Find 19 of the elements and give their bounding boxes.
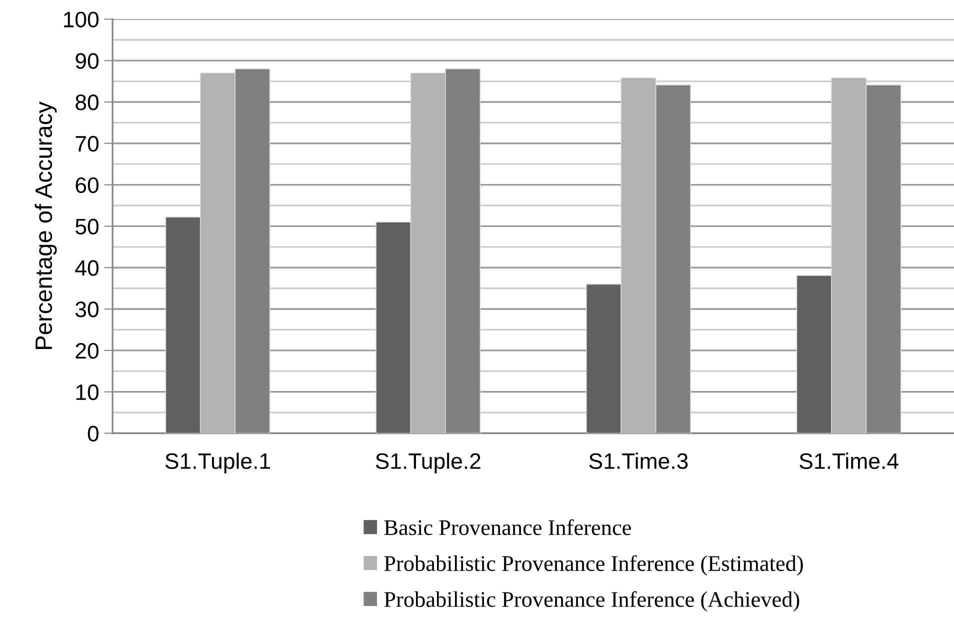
y-tick-label: 20 xyxy=(76,342,99,359)
x-tick-label: S1.Time.4 xyxy=(800,452,898,470)
legend-label: Probabilistic Provenance Inference (Achieved) xyxy=(384,591,800,612)
x-tick-label: S1.Time.3 xyxy=(589,452,688,470)
x-tick-label: S1.Tuple.1 xyxy=(165,452,270,474)
y-tick-label: 40 xyxy=(75,260,99,276)
y-tick-label: 60 xyxy=(76,177,99,194)
x-tick-label: S1.Tuple.2 xyxy=(376,452,480,474)
y-tick-label: 70 xyxy=(76,136,99,152)
y-tick-label: 50 xyxy=(76,218,99,234)
y-tick-label: 10 xyxy=(76,384,99,400)
y-axis-title: Percentage of Accuracy xyxy=(34,102,57,349)
y-tick-label: 90 xyxy=(76,53,99,69)
y-tick-label: 0 xyxy=(88,426,99,442)
legend-label: Basic Provenance Inference xyxy=(384,519,631,536)
y-tick-label: 30 xyxy=(76,302,99,318)
y-tick-label: 100 xyxy=(64,12,99,28)
legend-label: Probabilistic Provenance Inference (Estimated) xyxy=(384,555,803,576)
y-tick-label: 80 xyxy=(76,94,99,110)
